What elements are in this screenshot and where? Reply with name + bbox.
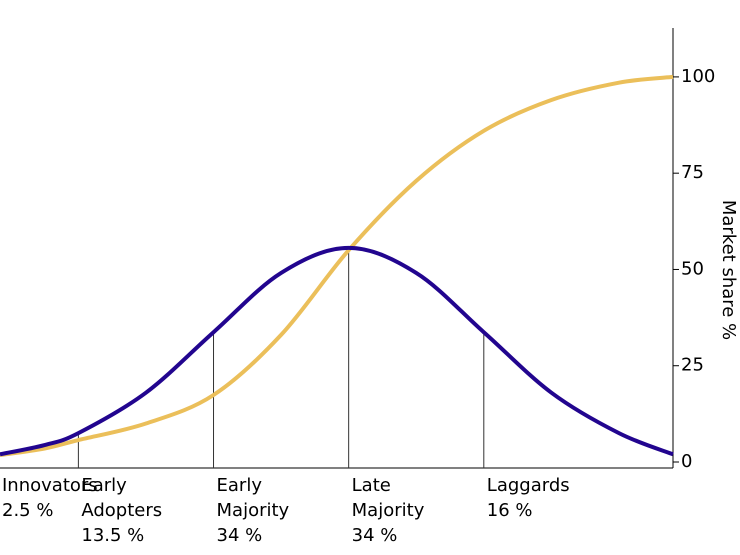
category-label: Late <box>352 475 391 496</box>
y-tick-label: 50 <box>681 258 704 279</box>
category-share: 34 % <box>352 525 398 546</box>
category-label: Early <box>217 475 263 496</box>
category-label: Majority <box>217 500 290 521</box>
y-axis-label: Market share % <box>718 200 739 340</box>
category-label: Adopters <box>81 500 162 521</box>
category-share: 34 % <box>217 525 263 546</box>
category-label: Laggards <box>487 475 570 496</box>
category-share: 16 % <box>487 500 533 521</box>
y-tick-label: 75 <box>681 162 704 183</box>
series-line <box>0 74 674 458</box>
category-label: Majority <box>352 500 425 521</box>
category-share: 2.5 % <box>2 500 53 521</box>
category-label: Early <box>81 475 127 496</box>
y-tick-label: 25 <box>681 355 704 376</box>
y-tick-label: 0 <box>681 451 692 472</box>
series-line <box>0 245 674 457</box>
y-tick-label: 100 <box>681 66 715 87</box>
category-share: 13.5 % <box>81 525 144 546</box>
category-label: Innovators <box>2 475 98 496</box>
